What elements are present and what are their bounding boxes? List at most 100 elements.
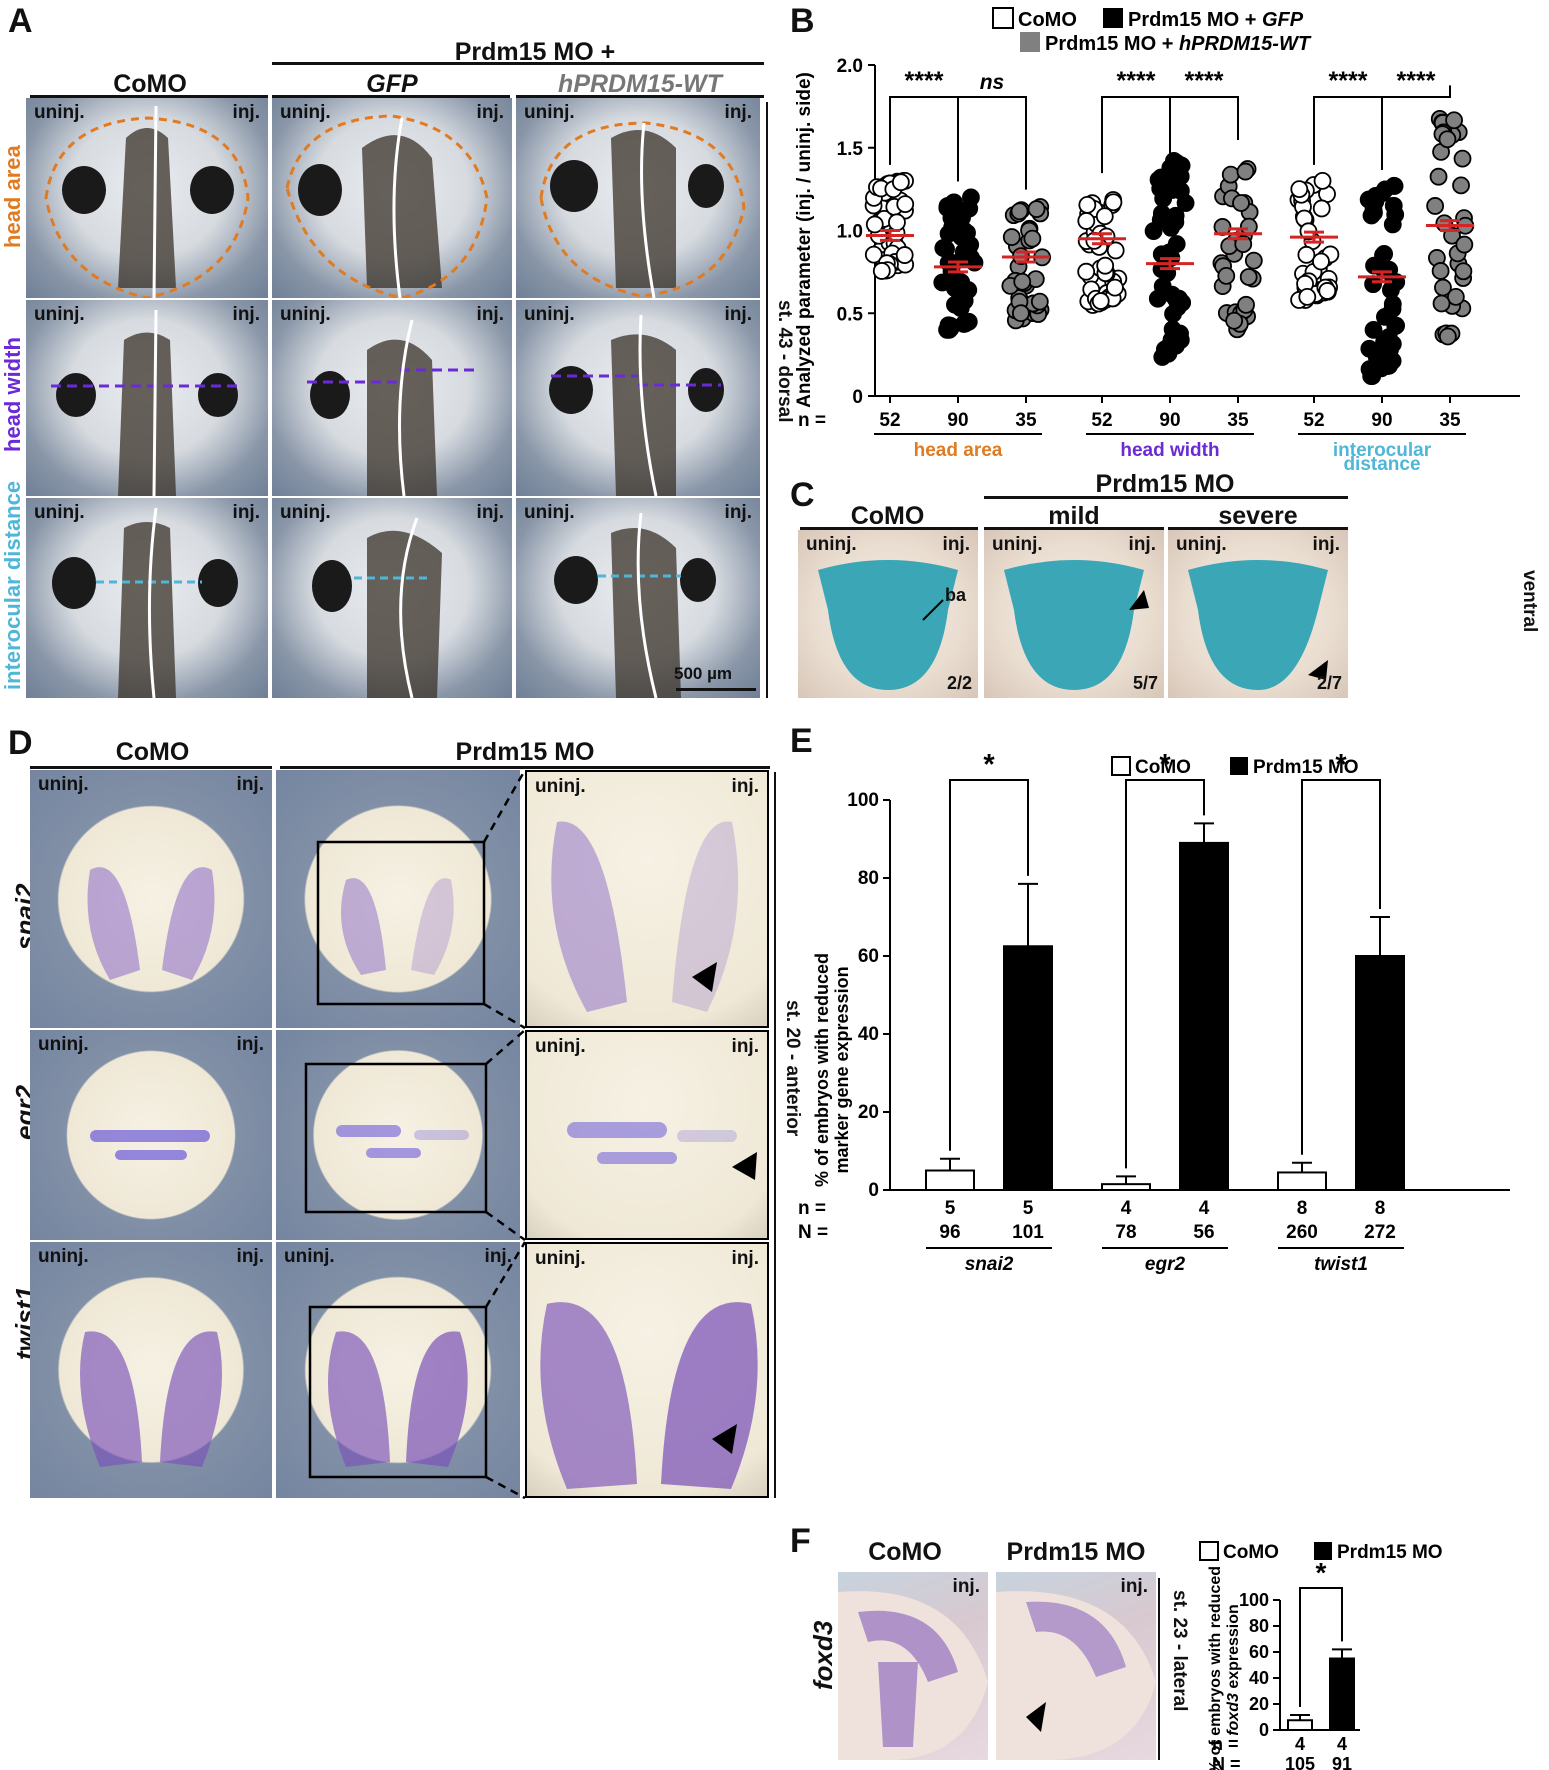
b-point [1163, 320, 1182, 339]
panel-c-header: Prdm15 MO [1095, 470, 1235, 498]
b-point [959, 242, 978, 261]
b-point [1298, 287, 1317, 306]
f-ytick-label: 100 [1239, 1590, 1269, 1610]
photo-hprdm-head-width: uninj. inj. [516, 300, 760, 496]
e-ytick-label: 20 [858, 1102, 879, 1123]
gfp-line [272, 95, 510, 98]
b-point [1454, 262, 1473, 281]
c-col-como: CoMO [850, 502, 925, 530]
e-sig-bracket [1125, 779, 1205, 1169]
e-ytick-label: 0 [868, 1180, 879, 1201]
f-n-label: n = [1212, 1734, 1239, 1754]
c-count-mild: 5/7 [1132, 673, 1158, 693]
b-point [1176, 194, 1195, 212]
f-ytick-label: 20 [1249, 1694, 1269, 1714]
b-legend: CoMO Prdm15 MO + GFP Prdm15 MO + hPRDM15… [992, 7, 1312, 55]
b-point [941, 319, 960, 338]
b-sig-bracket [1313, 96, 1383, 170]
legend-swatch-como [992, 7, 1014, 29]
photo-c-como: uninj. inj. ba 2/2 [798, 530, 978, 698]
f-sig-label: * [1316, 1557, 1327, 1588]
d-twist1-arrowhead [712, 1424, 737, 1454]
panel-f-side-label: st. 23 - lateral [1169, 1590, 1190, 1712]
col-como: CoMO [113, 70, 187, 98]
b-point [1232, 194, 1250, 212]
c-count-como: 2/2 [946, 673, 972, 693]
e-sig-label: * [1159, 749, 1171, 781]
photo-gfp-head-width: uninj. inj. [272, 300, 512, 496]
e-N-value: 96 [939, 1222, 960, 1243]
f-n-value: 4 [1337, 1734, 1347, 1754]
b-point [1429, 167, 1448, 186]
b-n-value: 90 [1371, 410, 1392, 431]
b-point [1221, 165, 1240, 184]
b-point [1362, 206, 1381, 225]
e-n-label: n = [798, 1198, 826, 1219]
f-col-como: CoMO [868, 1538, 942, 1566]
d-prdm-line [280, 766, 770, 769]
b-group-label: head area [914, 440, 1003, 461]
e-bar [1101, 1183, 1151, 1191]
b-point [1374, 246, 1392, 265]
b-point [1162, 160, 1181, 179]
b-point [1077, 262, 1096, 281]
b-point [1426, 197, 1445, 215]
b-point [951, 299, 970, 317]
e-bar [1355, 955, 1405, 1191]
scale-label: 500 µm [674, 664, 732, 683]
c-count-severe: 2/7 [1316, 673, 1342, 693]
b-sig-label: **** [1117, 67, 1156, 95]
b-point [1013, 272, 1032, 291]
legend-hprdm: Prdm15 MO + hPRDM15-WT [1045, 33, 1312, 55]
b-point [1384, 196, 1403, 215]
b-point [865, 215, 884, 234]
b-n-value: 52 [1091, 410, 1112, 431]
panel-c-header-line [984, 496, 1348, 499]
panel-d-side-line [774, 772, 776, 1498]
f-legend-prdm: Prdm15 MO [1337, 1542, 1443, 1563]
b-point [1313, 171, 1332, 190]
b-ytick-label: 1.0 [837, 222, 863, 243]
b-group-label: interocular [1333, 440, 1432, 461]
b-point [1432, 294, 1451, 313]
b-sig-label: ns [980, 71, 1005, 94]
b-point [1434, 278, 1452, 297]
e-n-value: 4 [1121, 1198, 1132, 1219]
b-point [1438, 327, 1457, 346]
c-mild-line [984, 527, 1164, 530]
b-sig-bracket [957, 96, 1027, 190]
c-ba-label: ba [945, 585, 967, 605]
b-point [1023, 229, 1042, 248]
photo-c-severe: uninj. inj. 2/7 [1168, 530, 1348, 698]
b-point [943, 218, 962, 237]
f-legend-swatch-prdm [1314, 1542, 1332, 1560]
e-N-value: 78 [1115, 1222, 1136, 1243]
e-ylabel-a: % of embryos with reduced [812, 953, 832, 1187]
f-bar [1287, 1719, 1313, 1731]
e-sig-label: * [1335, 749, 1347, 781]
e-legend-como: CoMO [1135, 757, 1191, 778]
e-legend-prdm: Prdm15 MO [1253, 757, 1359, 778]
b-ytick-label: 2.0 [837, 56, 863, 77]
b-n-value: 90 [947, 410, 968, 431]
f-row-foxd3: foxd3 [808, 1620, 838, 1690]
b-point [1297, 245, 1316, 264]
f-sig-bracket [1299, 1587, 1343, 1708]
photo-como-head-area: uninj. inj. [26, 98, 268, 298]
b-sig-label: **** [1397, 67, 1436, 95]
e-N-value: 56 [1193, 1222, 1214, 1243]
b-point [1163, 285, 1181, 304]
e-n-value: 8 [1375, 1198, 1386, 1219]
b-point [896, 195, 915, 214]
b-sig-bracket [1381, 85, 1451, 170]
e-bar [1179, 841, 1229, 1192]
photo-c-mild: uninj. inj. 5/7 [984, 530, 1164, 698]
b-point [1237, 295, 1255, 314]
b-point [1312, 199, 1331, 218]
e-ytick-label: 40 [858, 1024, 879, 1045]
legend-swatch-hprdm [1020, 32, 1040, 52]
photo-d-snai2-como: uninj. inj. [30, 770, 272, 1028]
b-n-value: 90 [1159, 410, 1180, 431]
b-point [1445, 111, 1463, 130]
col-hprdm15: hPRDM15-WT [558, 70, 722, 98]
